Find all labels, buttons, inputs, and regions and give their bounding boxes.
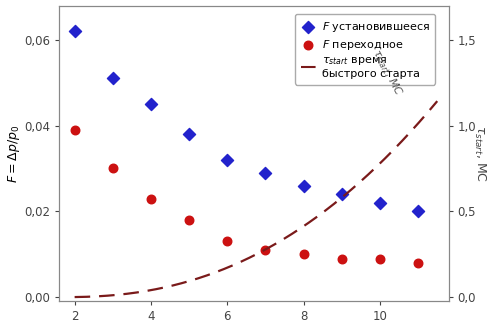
Point <box>109 76 117 81</box>
Y-axis label: $F{=}\Delta p/p_0$: $F{=}\Delta p/p_0$ <box>5 124 22 183</box>
Point <box>338 256 346 261</box>
Point <box>185 132 193 137</box>
Point <box>261 247 269 253</box>
Point <box>376 256 384 261</box>
Point <box>261 170 269 175</box>
Point <box>147 196 155 201</box>
Point <box>223 239 231 244</box>
Point <box>414 209 422 214</box>
Point <box>376 200 384 205</box>
Point <box>147 102 155 107</box>
Point <box>300 252 308 257</box>
Y-axis label: $\tau_{start}$, МС: $\tau_{start}$, МС <box>472 125 488 182</box>
Point <box>109 166 117 171</box>
Text: $\tau_{start}$, МС: $\tau_{start}$, МС <box>369 47 406 99</box>
Point <box>223 157 231 163</box>
Point <box>70 127 78 133</box>
Point <box>185 217 193 223</box>
Point <box>414 260 422 266</box>
Point <box>338 191 346 197</box>
Point <box>300 183 308 188</box>
Legend: $F$ установившееся, $F$ переходное, $\tau_{start}$ время
быстрого старта: $F$ установившееся, $F$ переходное, $\ta… <box>295 14 435 85</box>
Point <box>70 29 78 34</box>
